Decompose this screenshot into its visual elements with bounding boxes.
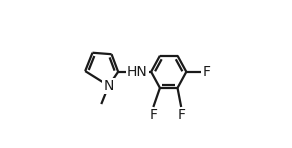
Text: F: F [202,65,211,79]
Text: F: F [177,108,185,122]
Text: HN: HN [127,65,147,79]
Text: F: F [149,108,157,122]
Text: N: N [103,79,114,93]
